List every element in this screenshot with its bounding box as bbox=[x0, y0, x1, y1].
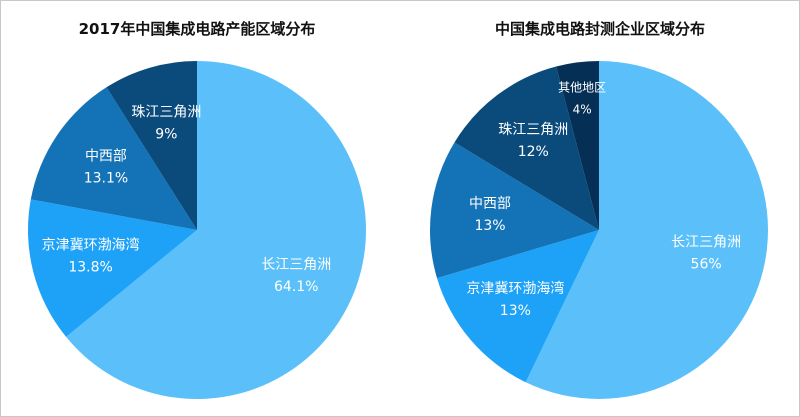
pie1-slice-0 bbox=[66, 61, 366, 399]
pie2-category-label-0: 长江三角洲 bbox=[671, 234, 741, 250]
pie1-category-label-2: 中西部 bbox=[85, 149, 127, 165]
pie2-category-label-2: 中西部 bbox=[469, 196, 511, 212]
pie1-value-label-0: 64.1% bbox=[274, 279, 318, 295]
pie1-value-label-2: 13.1% bbox=[84, 171, 128, 187]
pie2-slice-1 bbox=[436, 230, 599, 383]
pie2-value-label-3: 12% bbox=[518, 144, 549, 160]
pie2-slice-0 bbox=[525, 61, 768, 399]
pie2-category-label-4: 其他地区 bbox=[558, 80, 606, 94]
pie1-category-label-1: 京津冀环渤海湾 bbox=[42, 236, 140, 253]
pie2-value-label-1: 13% bbox=[500, 303, 531, 319]
left-chart-title: 2017年中国集成电路产能区域分布 bbox=[78, 20, 316, 38]
pie2-value-label-2: 13% bbox=[474, 218, 505, 234]
pie2-value-label-0: 56% bbox=[691, 256, 722, 272]
pie1-slice-1 bbox=[28, 199, 198, 337]
pie2-value-label-4: 4% bbox=[573, 102, 592, 116]
pie2-category-label-1: 京津冀环渤海湾 bbox=[466, 280, 564, 297]
pie1-value-label-1: 13.8% bbox=[68, 259, 112, 275]
pie1-value-label-3: 9% bbox=[155, 127, 177, 143]
pie1-category-label-3: 珠江三角洲 bbox=[131, 105, 201, 121]
pie2-slice-4 bbox=[556, 61, 599, 230]
pie1-slice-2 bbox=[30, 87, 197, 230]
pie2-category-label-3: 珠江三角洲 bbox=[498, 122, 568, 138]
pie2-slice-3 bbox=[454, 66, 599, 231]
pie1-category-label-0: 长江三角洲 bbox=[261, 257, 331, 273]
pie2-slice-2 bbox=[430, 142, 599, 279]
right-chart-title: 中国集成电路封测企业区域分布 bbox=[494, 20, 705, 38]
pie1-slice-3 bbox=[106, 61, 197, 230]
